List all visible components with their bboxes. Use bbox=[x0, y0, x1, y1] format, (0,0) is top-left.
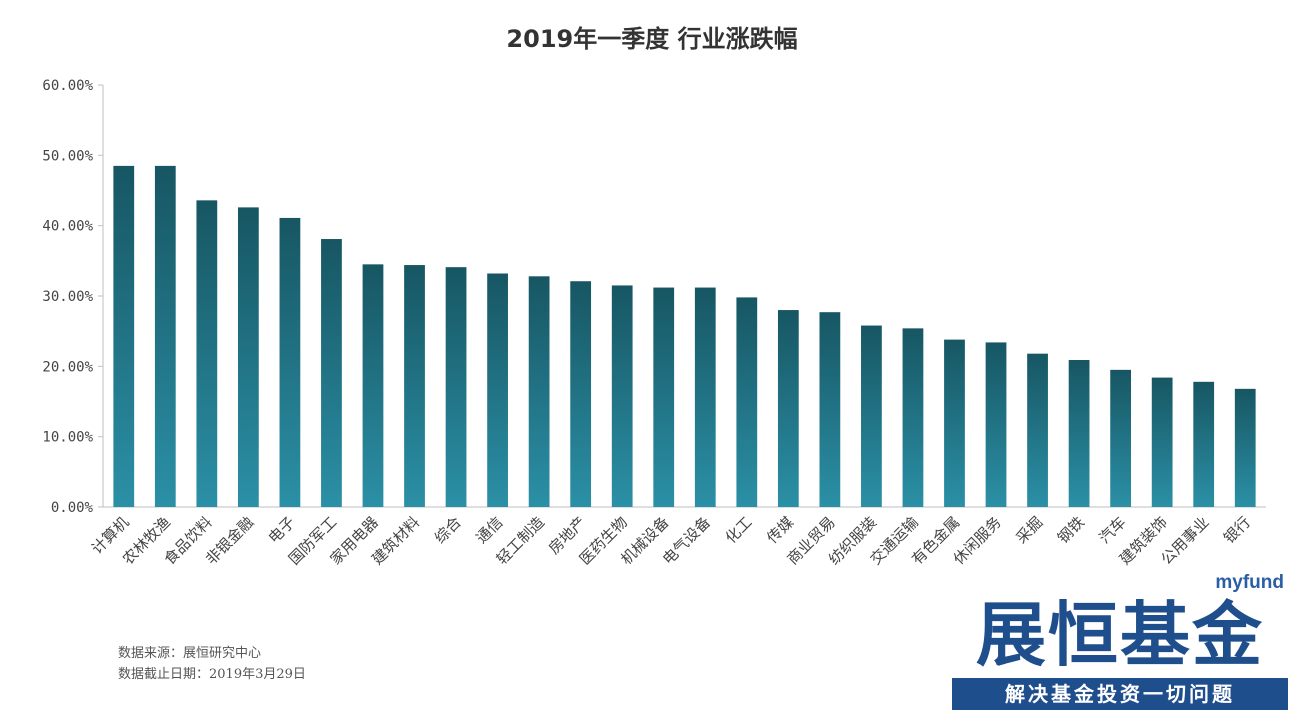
bar bbox=[902, 328, 924, 507]
bar bbox=[1068, 360, 1090, 507]
bar bbox=[113, 165, 135, 507]
x-tick-label: 通信 bbox=[472, 513, 506, 547]
chart-title: 2019年一季度 行业涨跌幅 bbox=[506, 25, 797, 53]
y-tick-label: 0.00% bbox=[51, 500, 94, 516]
y-tick-label: 60.00% bbox=[42, 78, 93, 94]
cutoff-date: 数据截止日期：2019年3月29日 bbox=[118, 667, 306, 682]
bars bbox=[113, 165, 1256, 507]
logo-slogan: 解决基金投资一切问题 bbox=[952, 678, 1288, 710]
logo-tag: myfund bbox=[1215, 572, 1284, 593]
x-tick-label: 银行 bbox=[1220, 513, 1254, 547]
bar bbox=[237, 207, 259, 507]
bar bbox=[985, 342, 1007, 507]
bar bbox=[1234, 388, 1256, 507]
logo-name: 展恒基金 bbox=[976, 594, 1264, 676]
bar bbox=[196, 200, 218, 507]
bar bbox=[445, 267, 467, 507]
company-logo: myfund 展恒基金 解决基金投资一切问题 bbox=[952, 572, 1288, 712]
x-tick-label: 综合 bbox=[431, 513, 465, 547]
bar bbox=[611, 285, 633, 507]
bar bbox=[528, 276, 550, 507]
bar bbox=[1027, 353, 1048, 507]
x-tick-label: 电子 bbox=[265, 513, 299, 547]
x-tick-label: 采掘 bbox=[1012, 513, 1046, 547]
y-tick-label: 30.00% bbox=[42, 289, 93, 305]
bar bbox=[321, 239, 342, 507]
bar bbox=[819, 312, 841, 507]
bar bbox=[1110, 369, 1132, 507]
bar bbox=[1193, 381, 1215, 507]
y-tick-label: 40.00% bbox=[42, 219, 93, 235]
bar bbox=[944, 339, 965, 507]
bar bbox=[694, 287, 716, 507]
x-tick-label: 汽车 bbox=[1096, 513, 1130, 547]
bar bbox=[1151, 377, 1173, 507]
bar-chart: 2019年一季度 行业涨跌幅 0.00% 10.00% 20.00% 30.00% 40… bbox=[42, 25, 1266, 568]
bar bbox=[487, 273, 508, 507]
data-source: 数据来源：展恒研究中心 数据截止日期：2019年3月29日 bbox=[118, 643, 306, 685]
x-tick-label: 钢铁 bbox=[1054, 513, 1088, 547]
bar bbox=[861, 325, 882, 507]
bar bbox=[570, 281, 592, 507]
bar bbox=[362, 264, 384, 507]
bar bbox=[154, 165, 176, 507]
bar bbox=[404, 265, 425, 507]
x-tick-label: 传媒 bbox=[763, 513, 797, 547]
x-tick-label: 化工 bbox=[722, 513, 756, 547]
bar bbox=[736, 297, 758, 507]
y-tick-label: 20.00% bbox=[42, 359, 93, 375]
y-tick-label: 50.00% bbox=[42, 148, 93, 164]
source-text: 数据来源：展恒研究中心 bbox=[118, 646, 262, 661]
bar bbox=[777, 310, 799, 507]
bar bbox=[279, 217, 301, 507]
bar bbox=[653, 287, 675, 507]
y-tick-label: 10.00% bbox=[42, 430, 93, 446]
